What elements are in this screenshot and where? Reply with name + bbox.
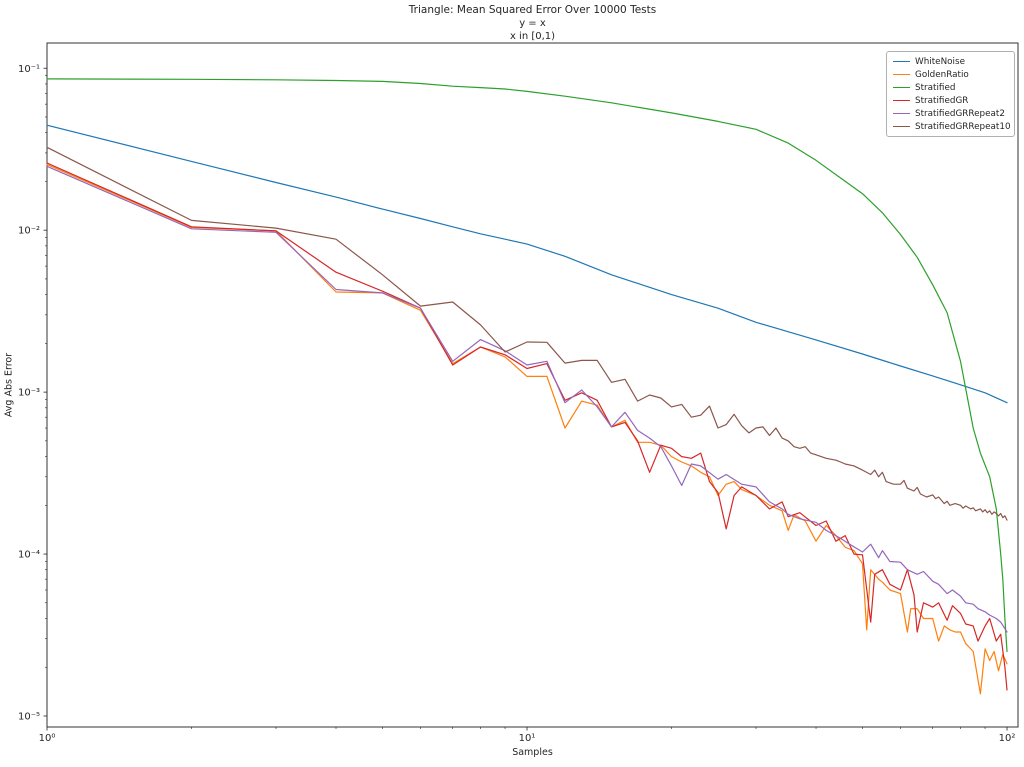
legend-item-StratifiedGRRepeat10: StratifiedGRRepeat10 xyxy=(893,120,1011,133)
legend-label: StratifiedGRRepeat10 xyxy=(915,121,1011,132)
chart-title: Triangle: Mean Squared Error Over 10000 … xyxy=(408,4,657,16)
legend-item-GoldenRatio: GoldenRatio xyxy=(893,68,1009,81)
legend-item-StratifiedGR: StratifiedGR xyxy=(893,94,1009,107)
chart-subtitle-line1: y = x xyxy=(519,18,546,29)
series-line-Stratified xyxy=(46,78,1008,653)
legend-line-swatch xyxy=(893,100,910,101)
legend-label: GoldenRatio xyxy=(915,69,969,80)
legend-label: WhiteNoise xyxy=(915,56,965,67)
legend-item-StratifiedGRRepeat2: StratifiedGRRepeat2 xyxy=(893,107,1009,120)
x-tick-label: 10⁰ xyxy=(39,733,56,744)
x-tick-label: 10¹ xyxy=(519,733,536,744)
title-block: Triangle: Mean Squared Error Over 10000 … xyxy=(40,4,1024,43)
chart-subtitle-line2: x in [0,1) xyxy=(509,31,556,42)
series-line-StratifiedGR xyxy=(46,162,1008,691)
axes-spines xyxy=(46,42,1019,728)
y-axis-label: Avg Abs Error xyxy=(3,352,15,418)
legend-line-swatch xyxy=(893,74,910,75)
legend-label: StratifiedGR xyxy=(915,95,969,106)
legend-label: Stratified xyxy=(915,82,956,93)
legend-item-WhiteNoise: WhiteNoise xyxy=(893,55,1009,68)
y-tick-label: 10⁻⁴ xyxy=(18,550,40,561)
legend: WhiteNoise GoldenRatio Stratified Stratifie… xyxy=(886,51,1015,137)
series-line-StratifiedGRRepeat10 xyxy=(46,146,1008,521)
series-line-StratifiedGRRepeat2 xyxy=(46,165,1008,633)
legend-line-swatch xyxy=(893,87,910,88)
legend-line-swatch xyxy=(893,113,910,114)
legend-label: StratifiedGRRepeat2 xyxy=(915,108,1005,119)
y-tick-label: 10⁻⁵ xyxy=(18,711,40,722)
legend-item-Stratified: Stratified xyxy=(893,81,1009,94)
series-line-WhiteNoise xyxy=(46,124,1008,404)
x-tick-label: 10² xyxy=(999,733,1016,744)
y-tick-label: 10⁻¹ xyxy=(18,64,40,75)
y-tick-label: 10⁻² xyxy=(18,226,40,237)
x-axis-label: Samples xyxy=(512,747,553,758)
y-tick-label: 10⁻³ xyxy=(18,388,40,399)
legend-line-swatch xyxy=(893,61,910,62)
legend-line-swatch xyxy=(893,126,910,127)
